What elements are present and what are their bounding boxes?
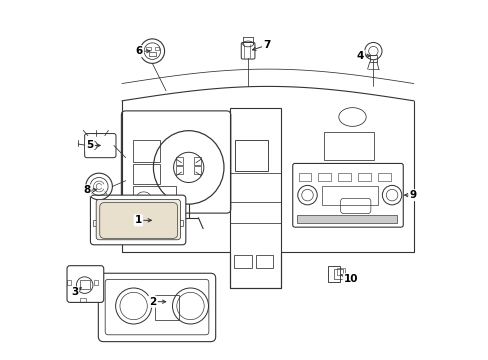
Bar: [67, 280, 70, 285]
Bar: [256, 255, 273, 268]
Bar: [318, 173, 330, 181]
Bar: [80, 280, 90, 289]
Bar: [334, 269, 343, 279]
Bar: [298, 173, 311, 181]
Text: 3: 3: [71, 287, 78, 297]
FancyBboxPatch shape: [67, 266, 103, 302]
Bar: [176, 157, 183, 165]
Text: 2: 2: [149, 297, 156, 307]
Bar: [80, 298, 86, 302]
Bar: [179, 220, 183, 226]
Bar: [321, 186, 377, 205]
Bar: [194, 157, 201, 165]
Bar: [369, 55, 376, 62]
Bar: [154, 47, 159, 50]
Bar: [357, 173, 370, 181]
Bar: [176, 166, 183, 174]
Bar: [133, 140, 160, 162]
Bar: [230, 108, 280, 288]
Bar: [93, 220, 97, 226]
Text: 4: 4: [356, 51, 364, 61]
Bar: [323, 132, 373, 160]
FancyBboxPatch shape: [100, 203, 177, 238]
FancyBboxPatch shape: [96, 199, 180, 240]
Bar: [133, 164, 160, 184]
Bar: [296, 215, 396, 223]
Bar: [234, 255, 251, 268]
Bar: [235, 140, 267, 171]
Text: 7: 7: [263, 40, 270, 50]
Text: 5: 5: [86, 140, 93, 150]
Text: 6: 6: [136, 46, 142, 56]
Bar: [337, 173, 350, 181]
Bar: [337, 268, 344, 275]
FancyBboxPatch shape: [105, 279, 208, 335]
Text: 10: 10: [343, 274, 358, 284]
Bar: [194, 166, 201, 174]
Bar: [148, 52, 156, 56]
FancyBboxPatch shape: [98, 273, 215, 342]
FancyBboxPatch shape: [90, 195, 185, 245]
Text: 9: 9: [408, 190, 416, 200]
Bar: [145, 47, 150, 50]
Text: 1: 1: [134, 215, 142, 225]
Bar: [154, 295, 179, 320]
Bar: [377, 173, 390, 181]
Bar: [327, 266, 340, 282]
Bar: [133, 186, 176, 202]
Bar: [94, 280, 98, 285]
Text: 8: 8: [83, 185, 90, 195]
